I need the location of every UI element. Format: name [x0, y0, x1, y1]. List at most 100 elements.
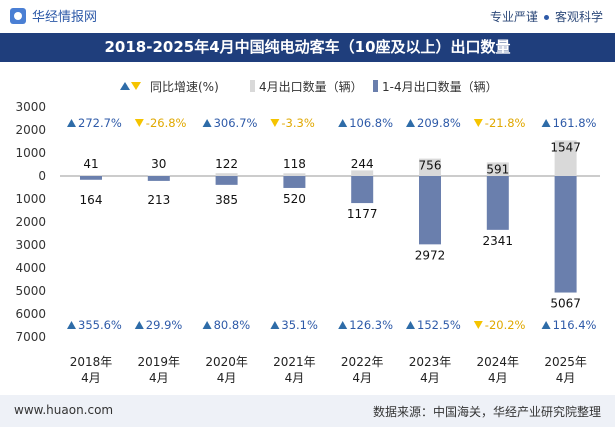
- monthly-value-label: 244: [351, 157, 374, 171]
- up-triangle-icon: [67, 321, 76, 329]
- y-tick-label: 1000: [15, 146, 46, 160]
- monthly-bar: [147, 175, 170, 176]
- growth-label: 209.8%: [417, 116, 461, 130]
- legend: 同比增速(%) 4月出口数量（辆） 1-4月出口数量（辆）: [120, 79, 498, 94]
- cumulative-bar: [147, 176, 170, 181]
- monthly-bar: [554, 140, 577, 176]
- up-triangle-icon: [270, 321, 280, 329]
- x-tick-year: 2022年: [341, 355, 384, 369]
- down-triangle-icon: [134, 119, 144, 127]
- y-tick-label: 4000: [15, 261, 46, 275]
- monthly-value-label: 1547: [550, 140, 581, 154]
- x-tick-month: 4月: [217, 371, 237, 385]
- growth-label: 116.4%: [553, 318, 597, 332]
- monthly-bar: [486, 162, 509, 176]
- monthly-bar: [80, 175, 102, 176]
- x-tick-month: 4月: [488, 371, 508, 385]
- footer-source: 数据来源：中国海关，华经产业研究院整理: [372, 405, 601, 419]
- legend-down-triangle-icon: [131, 82, 141, 90]
- tagline-right: 客观科学: [554, 10, 603, 24]
- monthly-bar: [283, 173, 306, 176]
- growth-label: -20.2%: [485, 318, 526, 332]
- growth-label: -3.3%: [281, 116, 314, 130]
- cumulative-bar: [215, 176, 238, 185]
- cumulative-value-label: 2972: [415, 248, 446, 262]
- x-axis: 2018年 4月 2019年 4月 2020年 4月 2021年 4月 2022年 4月 2023年…: [70, 355, 587, 385]
- x-tick-year: 2018年: [70, 355, 113, 369]
- growth-label: -26.8%: [146, 116, 187, 130]
- brand[interactable]: 华经情报网: [10, 6, 97, 25]
- tagline: 专业严谨 客观科学: [490, 8, 603, 25]
- cumulative-bar: [80, 176, 102, 180]
- growth-label: 29.9%: [146, 318, 183, 332]
- up-triangle-icon: [406, 321, 415, 329]
- cumulative-value-label: 385: [215, 193, 238, 207]
- cumulative-bar: [554, 176, 577, 293]
- tagline-left: 专业严谨: [489, 10, 538, 24]
- growth-label: 35.1%: [281, 318, 318, 332]
- monthly-bar: [351, 170, 374, 176]
- x-tick-year: 2020年: [205, 355, 248, 369]
- cumulative-value-label: 2341: [483, 234, 514, 248]
- legend-cumulative-label: 1-4月出口数量（辆）: [382, 79, 498, 94]
- monthly-value-label: 30: [151, 157, 166, 171]
- growth-row: 272.7% 355.6% -26.8% 29.9% 306.7% 80.8% -3.3% 3…: [67, 116, 597, 332]
- x-tick-year: 2023年: [409, 355, 452, 369]
- chart-title: 2018-2025年4月中国纯电动客车（10座及以上）出口数量: [0, 33, 615, 62]
- up-triangle-icon: [406, 119, 415, 127]
- monthly-value-label: 118: [283, 157, 306, 171]
- y-tick-label: 3000: [15, 238, 46, 252]
- y-tick-label: 2000: [15, 215, 46, 229]
- monthly-value-label: 591: [486, 162, 509, 176]
- growth-label: 161.8%: [553, 116, 597, 130]
- monthly-bar: [215, 173, 238, 176]
- chart: 同比增速(%) 4月出口数量（辆） 1-4月出口数量（辆） 3000 2000 10…: [15, 79, 600, 385]
- x-tick-year: 2024年: [477, 355, 520, 369]
- y-tick-label: 7000: [15, 330, 46, 344]
- data-labels: 41 164 30 213 122 385 118 520 244 1177 756 2972 591 2…: [80, 140, 581, 310]
- growth-label: 272.7%: [78, 116, 122, 130]
- monthly-bar: [419, 158, 441, 176]
- top-bar: 华经情报网 专业严谨 客观科学: [0, 0, 615, 32]
- up-triangle-icon: [541, 119, 551, 127]
- legend-monthly-swatch: [250, 80, 255, 92]
- cumulative-value-label: 1177: [347, 207, 378, 221]
- growth-label: 355.6%: [78, 318, 122, 332]
- up-triangle-icon: [202, 119, 212, 127]
- up-triangle-icon: [338, 119, 348, 127]
- y-tick-label: 5000: [15, 284, 46, 298]
- growth-label: 152.5%: [417, 318, 461, 332]
- growth-label: -21.8%: [485, 116, 526, 130]
- up-triangle-icon: [67, 119, 76, 127]
- down-triangle-icon: [473, 321, 483, 329]
- cumulative-value-label: 520: [283, 192, 306, 206]
- x-tick-month: 4月: [352, 371, 372, 385]
- up-triangle-icon: [541, 321, 551, 329]
- cumulative-bar: [351, 176, 374, 204]
- legend-monthly-label: 4月出口数量（辆）: [259, 79, 363, 94]
- monthly-value-label: 756: [419, 159, 442, 173]
- cumulative-bar: [419, 176, 441, 245]
- x-tick-month: 4月: [420, 371, 440, 385]
- footer-site-link[interactable]: www.huaon.com: [14, 403, 114, 417]
- up-triangle-icon: [338, 321, 348, 329]
- monthly-value-label: 122: [215, 157, 238, 171]
- cumulative-value-label: 213: [147, 193, 170, 207]
- y-tick-label: 0: [38, 169, 46, 183]
- legend-growth-label: 同比增速(%): [150, 80, 219, 94]
- growth-label: 126.3%: [349, 318, 393, 332]
- dot-icon: [543, 15, 549, 20]
- x-tick-year: 2019年: [138, 355, 181, 369]
- cumulative-value-label: 164: [80, 193, 103, 207]
- x-tick-month: 4月: [285, 371, 305, 385]
- x-tick-month: 4月: [81, 371, 101, 385]
- growth-label: 106.8%: [349, 116, 393, 130]
- legend-cumulative-swatch: [373, 80, 378, 92]
- y-tick-label: 2000: [15, 123, 46, 137]
- x-tick-year: 2021年: [273, 355, 316, 369]
- cumulative-bar: [486, 176, 509, 230]
- growth-label: 80.8%: [214, 318, 251, 332]
- y-axis: 3000 2000 1000 0 1000 2000 3000 4000 5000 6000 700…: [15, 100, 46, 344]
- cumulative-bar: [283, 176, 306, 188]
- footer: www.huaon.com 数据来源：中国海关，华经产业研究院整理: [0, 395, 615, 427]
